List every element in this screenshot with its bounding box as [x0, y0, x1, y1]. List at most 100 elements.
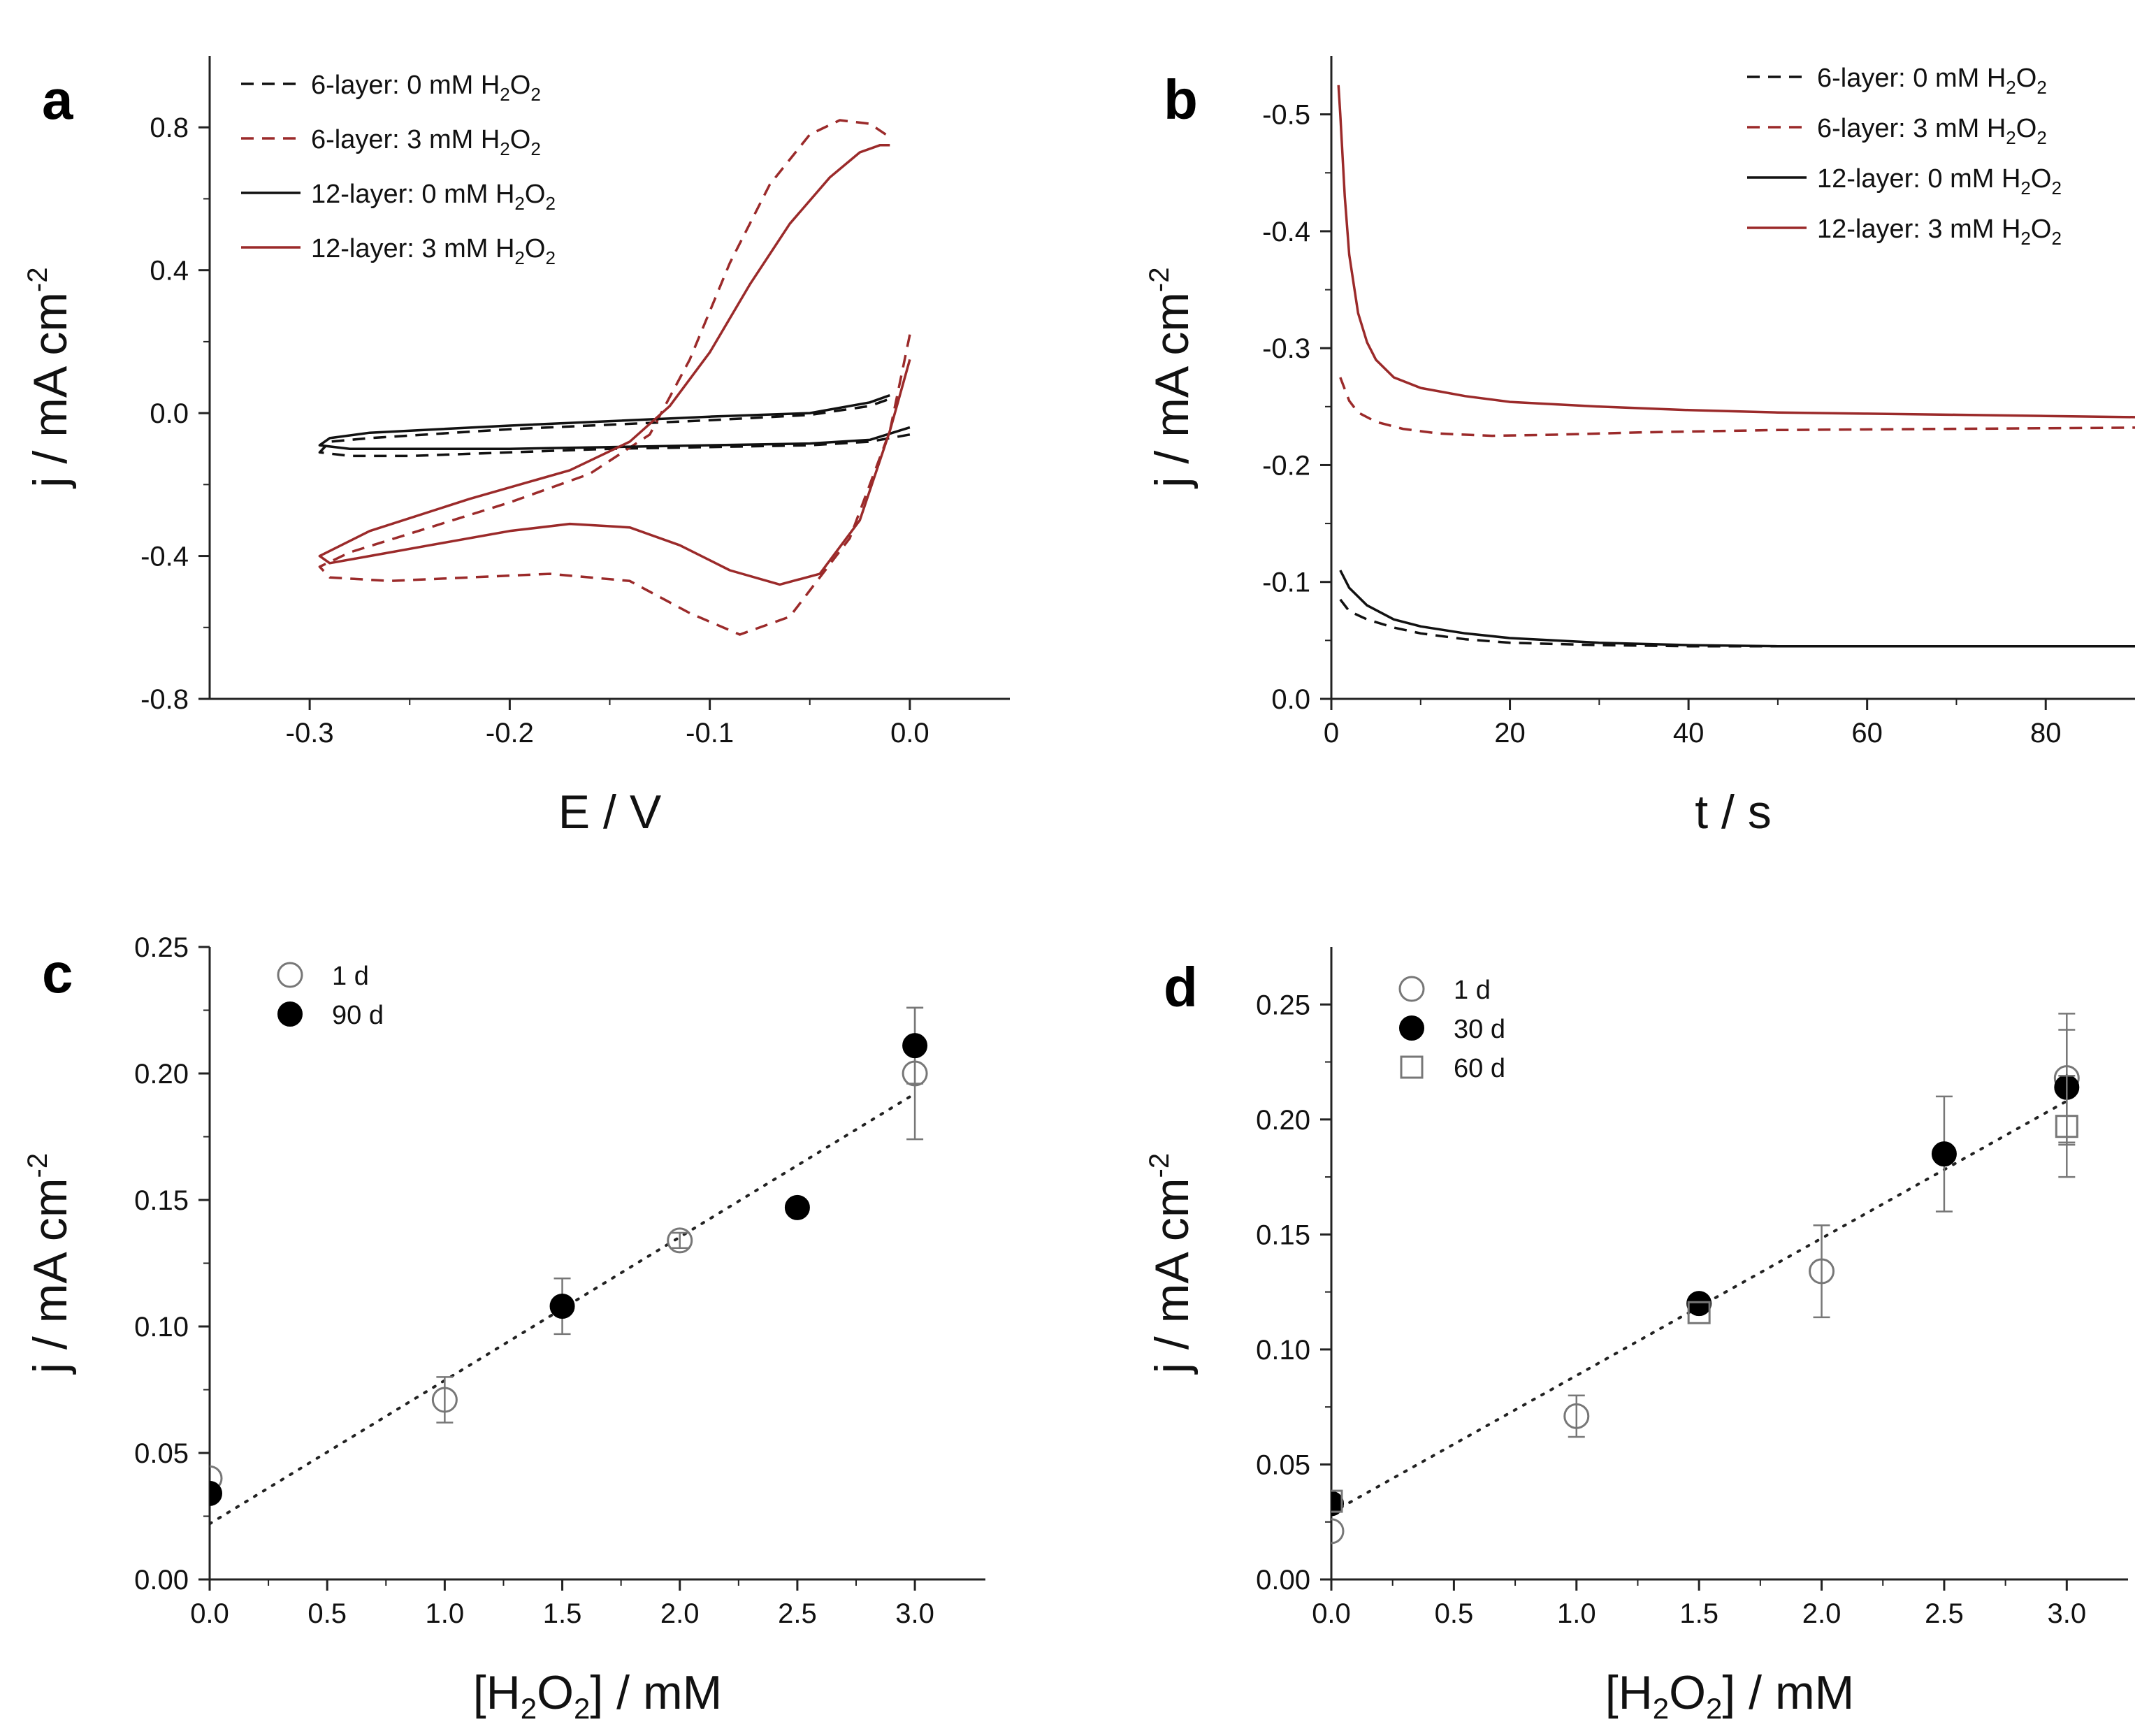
legend-text: O: [510, 71, 531, 100]
legend-sub: 2: [2020, 178, 2030, 198]
x-tick-label: 40: [1673, 718, 1705, 748]
x-tick-label: 2.0: [660, 1598, 700, 1629]
x-tick-label: 0.5: [1435, 1598, 1474, 1629]
legend-label: 1 d: [332, 962, 369, 991]
y-axis-label: j / mA cm-2: [1144, 267, 1199, 489]
y-tick-label: -0.3: [1262, 333, 1310, 364]
y-tick-label: 0.10: [134, 1312, 189, 1343]
x-tick-label: 3.0: [895, 1598, 934, 1629]
legend-label: 6-layer: 3 mM H2O2: [311, 125, 541, 159]
y-tick-label: 0.00: [134, 1565, 189, 1596]
x-tick-label: 1.0: [1557, 1598, 1596, 1629]
x-tick-label: 0: [1324, 718, 1339, 748]
y-tick-label: 0.25: [134, 932, 189, 963]
y-tick-label: -0.2: [1262, 450, 1310, 481]
x-tick-label: 0.0: [890, 718, 929, 748]
legend-sub: 2: [514, 193, 524, 214]
panel-a: a -0.3 -0.2 -0.1 0.0 -0.8 -0.4 0.0 0.4 0.8 E / V j …: [22, 56, 1010, 839]
y-tick-label: -0.4: [1262, 217, 1310, 247]
x-axis-label-sub: 2: [574, 1692, 590, 1725]
legend-marker-open-square: [1400, 1055, 1424, 1079]
y-tick-label: 0.4: [150, 256, 189, 287]
x-tick-label: 0.0: [1312, 1598, 1351, 1629]
x-tick-label: 2.5: [1925, 1598, 1964, 1629]
legend-sub: 2: [2006, 77, 2016, 98]
legend-text: O: [2016, 64, 2037, 93]
legend-sub: 2: [500, 84, 509, 105]
legend-marker-open-circle: [277, 962, 303, 988]
y-tick-label: 0.15: [1256, 1220, 1310, 1250]
x-axis-label: [H2O2] / mM: [1605, 1666, 1854, 1725]
x-tick-label: 1.0: [426, 1598, 465, 1629]
legend-text: 12-layer: 3 mM H: [1817, 215, 2020, 244]
data-point-open-square: [1331, 1489, 1343, 1513]
legend-label: 6-layer: 3 mM H2O2: [1817, 114, 2047, 148]
series-line-3: [1337, 85, 2135, 419]
legend-sub: 2: [2036, 77, 2046, 98]
legend-marker-open-circle: [1398, 976, 1425, 1002]
panel-label: b: [1164, 68, 1198, 131]
x-tick-label: 80: [2030, 718, 2062, 748]
y-tick-label: 0.05: [1256, 1449, 1310, 1480]
legend-sub: 2: [2006, 127, 2016, 148]
x-axis-label-sub: 2: [1706, 1692, 1722, 1725]
legend-text: 6-layer: 3 mM H: [311, 125, 500, 154]
legend-sub: 2: [514, 247, 524, 268]
x-axis-label: [H2O2] / mM: [473, 1666, 722, 1725]
y-tick-label: -0.8: [140, 684, 189, 715]
legend-text: 12-layer: 0 mM H: [1817, 164, 2020, 194]
panel-label: d: [1164, 956, 1198, 1018]
legend-text: O: [2016, 114, 2037, 143]
data-point-open-square: [1687, 1301, 1711, 1324]
legend-label: 12-layer: 0 mM H2O2: [1817, 164, 2062, 198]
series-line-2: [1339, 570, 2135, 648]
data-point-open-circle: [1331, 1518, 1345, 1545]
panel-c: c 0.0 0.5 1.0 1.5 2.0 2.5 3.0 0.00 0.05 0.10 0.15 0.…: [22, 932, 985, 1725]
legend-sub: 2: [2036, 127, 2046, 148]
legend-text: O: [525, 234, 546, 263]
series-line-0: [1339, 598, 2135, 648]
y-axis-label-main: j / mA cm: [1145, 292, 1199, 489]
y-tick-label: 0.00: [1256, 1565, 1310, 1596]
x-axis-label: t / s: [1695, 786, 1772, 839]
y-axis-label-main: j / mA cm: [24, 1178, 77, 1375]
y-axis-label-sup: -2: [1144, 267, 1175, 292]
x-axis-label: E / V: [558, 786, 662, 839]
y-axis-label-main: j / mA cm: [1145, 1178, 1199, 1375]
x-tick-label: 20: [1494, 718, 1526, 748]
panel-label: a: [42, 68, 73, 131]
data-point-open-circle: [431, 1387, 458, 1413]
legend-sub: 2: [545, 247, 555, 268]
y-axis-label: j / mA cm-2: [1144, 1153, 1199, 1375]
x-axis-label-part: [H: [1605, 1666, 1653, 1719]
legend-sub: 2: [530, 138, 540, 159]
x-axis-label-sub: 2: [1653, 1692, 1669, 1725]
legend-text: O: [510, 125, 531, 154]
series-line-2: [318, 393, 911, 450]
data-point-filled-circle: [1931, 1141, 1957, 1167]
y-tick-label: 0.15: [134, 1185, 189, 1216]
data-point-filled-circle: [784, 1194, 810, 1220]
data-point-open-circle: [210, 1465, 223, 1491]
y-axis-label-sup: -2: [22, 267, 53, 292]
x-axis-label-part: ] / mM: [590, 1666, 722, 1719]
legend-label: 6-layer: 0 mM H2O2: [1817, 64, 2047, 98]
x-tick-label: 2.0: [1802, 1598, 1842, 1629]
legend-label: 1 d: [1454, 976, 1491, 1005]
y-tick-label: -0.4: [140, 542, 189, 572]
legend-label: 30 d: [1454, 1015, 1505, 1044]
data-point-filled-circle: [549, 1294, 575, 1319]
legend-sub: 2: [2051, 228, 2061, 249]
series-line-1: [318, 119, 911, 636]
x-axis-label-part: O: [537, 1666, 574, 1719]
plot-area: [318, 119, 911, 636]
data-point-filled-circle: [1331, 1491, 1344, 1517]
legend-text: O: [525, 180, 546, 209]
x-axis-label-sub: 2: [521, 1692, 537, 1725]
x-axis-label-part: O: [1669, 1666, 1706, 1719]
x-tick-label: 1.5: [543, 1598, 582, 1629]
panel-label: c: [42, 942, 73, 1004]
legend-text: 6-layer: 0 mM H: [1817, 64, 2006, 93]
